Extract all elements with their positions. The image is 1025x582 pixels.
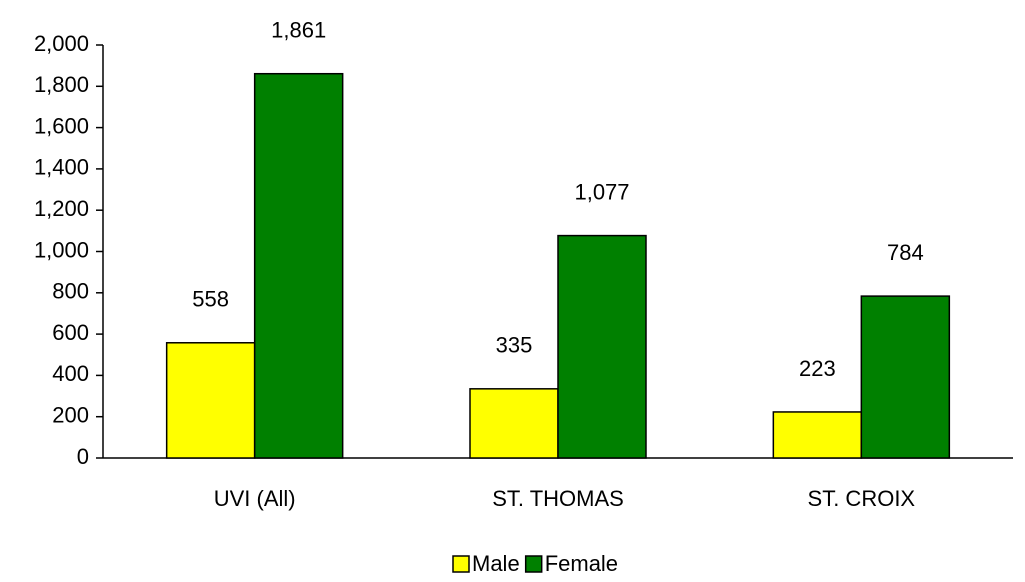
value-label: 1,077 [574,179,629,204]
legend-swatch [452,555,470,573]
value-label: 335 [496,333,533,358]
x-tick-label: ST. THOMAS [492,486,624,511]
y-tick-label: 800 [52,279,89,304]
value-label: 223 [799,356,836,381]
y-tick-label: 200 [52,403,89,428]
bar [253,72,344,459]
legend-swatch [524,555,543,573]
bar [469,388,559,459]
x-tick-label: UVI (All) [214,486,296,511]
y-tick-label: 1,600 [34,113,89,138]
legend-label: Male [472,551,520,576]
legend-label: Female [545,551,618,576]
y-tick-label: 1,400 [34,155,89,180]
y-tick-label: 400 [52,361,89,386]
y-tick-label: 600 [52,320,89,345]
bar [772,411,863,459]
value-label: 784 [887,240,924,265]
bar [165,342,256,459]
y-tick-label: 0 [77,444,89,469]
bar [557,234,647,459]
y-tick-label: 1,800 [34,72,89,97]
x-tick-label: ST. CROIX [808,486,916,511]
bar [860,295,951,459]
y-tick-label: 2,000 [34,31,89,56]
value-label: 558 [192,287,229,312]
y-tick-label: 1,200 [34,196,89,221]
y-tick-label: 1,000 [34,237,89,262]
value-label: 1,861 [271,18,326,43]
